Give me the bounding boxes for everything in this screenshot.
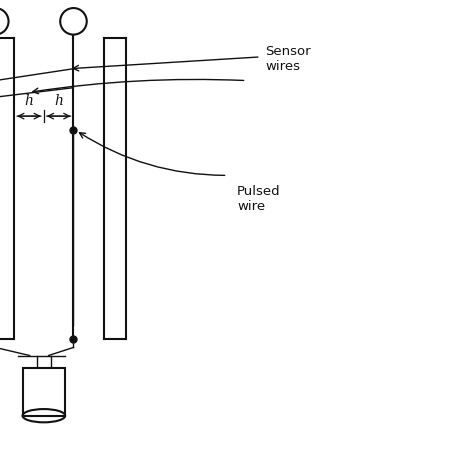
Text: h: h <box>54 93 63 108</box>
Text: h: h <box>25 93 34 108</box>
Text: Pulsed
wire: Pulsed wire <box>237 185 281 213</box>
Text: Sensor
wires: Sensor wires <box>265 45 311 73</box>
Bar <box>23 368 65 416</box>
